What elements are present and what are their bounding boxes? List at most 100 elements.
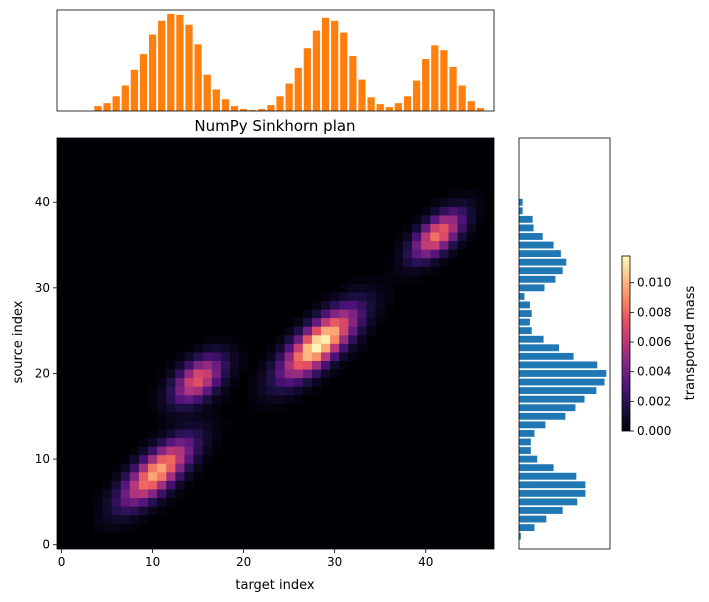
heatmap-cell bbox=[339, 360, 349, 370]
heatmap-cell bbox=[93, 489, 103, 498]
y-tick-label: 40 bbox=[35, 195, 50, 209]
heatmap-cell bbox=[412, 223, 422, 233]
right-histogram-bar bbox=[519, 250, 561, 258]
heatmap-cell bbox=[430, 257, 440, 267]
heatmap-cell bbox=[366, 326, 376, 336]
right-histogram-bar bbox=[519, 335, 544, 343]
heatmap-cell bbox=[357, 343, 367, 353]
heatmap-cell bbox=[211, 437, 222, 447]
top-marginal-histogram bbox=[94, 13, 484, 112]
heatmap-cell bbox=[129, 463, 140, 473]
heatmap-cell bbox=[393, 257, 404, 267]
right-histogram-bar bbox=[519, 507, 563, 514]
heatmap-cell bbox=[402, 232, 413, 242]
heatmap-cell bbox=[193, 360, 204, 370]
heatmap-cell bbox=[366, 283, 376, 293]
right-histogram-bar bbox=[519, 429, 535, 437]
heatmap-cell bbox=[393, 266, 404, 276]
heatmap-cell bbox=[330, 352, 340, 361]
heatmap-cell bbox=[266, 403, 276, 413]
heatmap-cell bbox=[430, 232, 440, 242]
heatmap-cell bbox=[357, 326, 367, 336]
heatmap-cell bbox=[202, 352, 213, 361]
top-histogram-bar bbox=[467, 101, 475, 111]
heatmap-cell bbox=[166, 360, 176, 370]
right-marginal-histogram bbox=[519, 198, 607, 540]
heatmap-cell bbox=[393, 232, 404, 242]
heatmap-cell bbox=[129, 454, 140, 464]
colorbar-tick-label: 0.010 bbox=[637, 276, 671, 290]
heatmap-cell bbox=[184, 343, 194, 353]
heatmap-cell bbox=[166, 377, 176, 387]
heatmap-cell bbox=[111, 463, 122, 473]
heatmap-cell bbox=[311, 360, 322, 370]
right-histogram-bar bbox=[519, 198, 523, 206]
heatmap-cell bbox=[311, 334, 322, 344]
heatmap-cell bbox=[402, 275, 413, 284]
heatmap-cell bbox=[475, 215, 486, 224]
heatmap-cell bbox=[102, 514, 112, 524]
heatmap-cell bbox=[357, 300, 367, 310]
heatmap-cell bbox=[284, 394, 295, 404]
y-tick-label: 10 bbox=[35, 452, 50, 466]
heatmap-cell bbox=[375, 292, 386, 302]
top-histogram-bar bbox=[239, 109, 248, 111]
heatmap-cell bbox=[321, 334, 331, 344]
right-histogram-bar bbox=[519, 412, 566, 420]
heatmap-cell bbox=[220, 420, 231, 430]
right-histogram-bar bbox=[519, 327, 532, 335]
top-histogram-bar bbox=[331, 20, 339, 111]
heatmap-cell bbox=[339, 352, 349, 361]
heatmap-cell bbox=[375, 275, 386, 284]
top-histogram-bar bbox=[385, 107, 393, 111]
heatmap-cell bbox=[202, 377, 213, 387]
right-histogram-bar bbox=[519, 524, 535, 532]
right-histogram-bar bbox=[519, 318, 530, 326]
heatmap-cell bbox=[202, 386, 213, 396]
heatmap-cell bbox=[193, 377, 204, 387]
heatmap-cell bbox=[375, 283, 386, 293]
heatmap-cell bbox=[266, 386, 276, 396]
right-histogram-bar bbox=[519, 472, 577, 480]
heatmap-cell bbox=[129, 480, 140, 490]
right-histogram-bar bbox=[519, 404, 576, 412]
heatmap-cell bbox=[284, 386, 295, 396]
heatmap-cell bbox=[120, 471, 131, 481]
right-histogram-bar bbox=[519, 447, 531, 454]
heatmap-cell bbox=[229, 334, 240, 344]
heatmap-cell bbox=[275, 394, 285, 404]
colorbar-tick-label: 0.000 bbox=[637, 424, 671, 438]
right-histogram-bar bbox=[519, 284, 545, 292]
top-histogram-frame bbox=[56, 9, 495, 112]
heatmap-cell bbox=[293, 352, 304, 361]
heatmap-cell bbox=[430, 223, 440, 233]
heatmap-cell bbox=[239, 360, 249, 370]
heatmap-cell bbox=[293, 334, 304, 344]
heatmap-cell bbox=[211, 403, 222, 413]
heatmap-cell bbox=[193, 412, 204, 421]
heatmap-cell bbox=[348, 283, 358, 293]
top-histogram-bar bbox=[258, 109, 266, 111]
heatmap-cell bbox=[257, 377, 267, 387]
heatmap-cell bbox=[93, 497, 103, 507]
heatmap-cell bbox=[120, 514, 131, 524]
heatmap-cell bbox=[266, 360, 276, 370]
heatmap-cell bbox=[284, 360, 295, 370]
heatmap-cell bbox=[348, 352, 358, 361]
heatmap-cell bbox=[193, 471, 204, 481]
heatmap-panel: 0 10 20 30 40 0 10 20 30 40 bbox=[35, 138, 494, 569]
heatmap-cell bbox=[430, 240, 440, 250]
x-tick-label: 20 bbox=[236, 555, 251, 569]
heatmap-cell bbox=[402, 266, 413, 276]
right-histogram-bar bbox=[519, 258, 567, 266]
heatmap-cell bbox=[439, 215, 449, 224]
heatmap-cell bbox=[175, 420, 185, 430]
heatmap-cell bbox=[402, 223, 413, 233]
heatmap-cell bbox=[220, 360, 231, 370]
heatmap-cell bbox=[175, 463, 185, 473]
heatmap-cell bbox=[330, 326, 340, 336]
x-tick-label: 0 bbox=[58, 555, 66, 569]
heatmap-cell bbox=[175, 369, 185, 379]
heatmap-cell bbox=[457, 197, 468, 207]
heatmap-cell bbox=[120, 523, 131, 533]
